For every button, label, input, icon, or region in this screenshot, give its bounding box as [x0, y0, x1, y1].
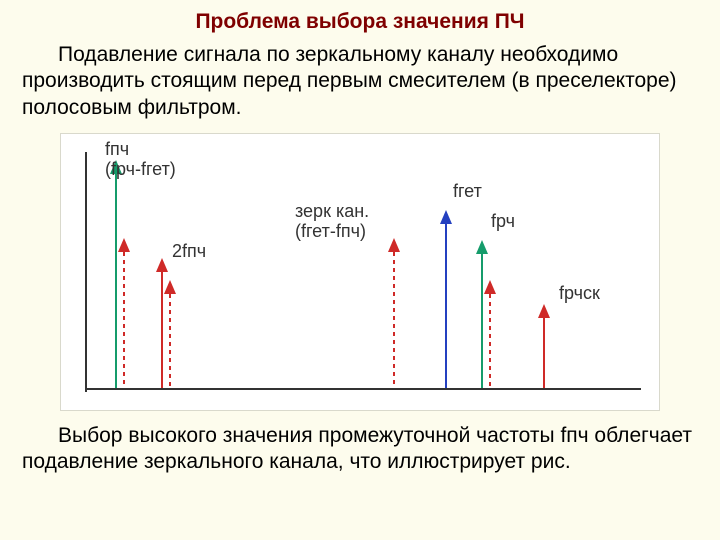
freq-label-8: fрчск	[559, 284, 600, 304]
freq-label-2: 2fпч	[172, 242, 206, 262]
axis-x	[85, 388, 641, 390]
arrow-head-icon	[538, 304, 550, 318]
arrow-stem	[445, 224, 447, 388]
arrow-stem	[161, 272, 163, 388]
freq-label-5: fгет	[453, 182, 482, 202]
freq-label-6: fрч	[491, 212, 515, 232]
arrow-stem	[393, 252, 395, 388]
arrow-head-icon	[164, 280, 176, 294]
page-title: Проблема выбора значения ПЧ	[22, 10, 698, 34]
paragraph-1: Подавление сигнала по зеркальному каналу…	[22, 42, 698, 121]
arrow-head-icon	[118, 238, 130, 252]
freq-label-4: зерк кан.(fгет-fпч)	[295, 202, 369, 242]
arrow-head-icon	[388, 238, 400, 252]
arrow-head-icon	[440, 210, 452, 224]
arrow-head-icon	[476, 240, 488, 254]
arrow-stem	[115, 174, 117, 388]
arrow-stem	[489, 294, 491, 388]
arrow-stem	[123, 252, 125, 388]
arrow-stem	[481, 254, 483, 388]
spectrum-figure: fпч(fрч-fгет) 2fпч зерк кан.(fгет-fпч) fгет…	[60, 133, 660, 411]
paragraph-2: Выбор высокого значения промежуточной ча…	[22, 423, 698, 476]
freq-label-0: fпч(fрч-fгет)	[105, 140, 176, 180]
axis-y	[85, 152, 87, 392]
arrow-head-icon	[156, 258, 168, 272]
arrow-stem	[543, 318, 545, 388]
arrow-stem	[169, 294, 171, 388]
arrow-head-icon	[484, 280, 496, 294]
figure-container: fпч(fрч-fгет) 2fпч зерк кан.(fгет-fпч) fгет…	[60, 133, 698, 411]
